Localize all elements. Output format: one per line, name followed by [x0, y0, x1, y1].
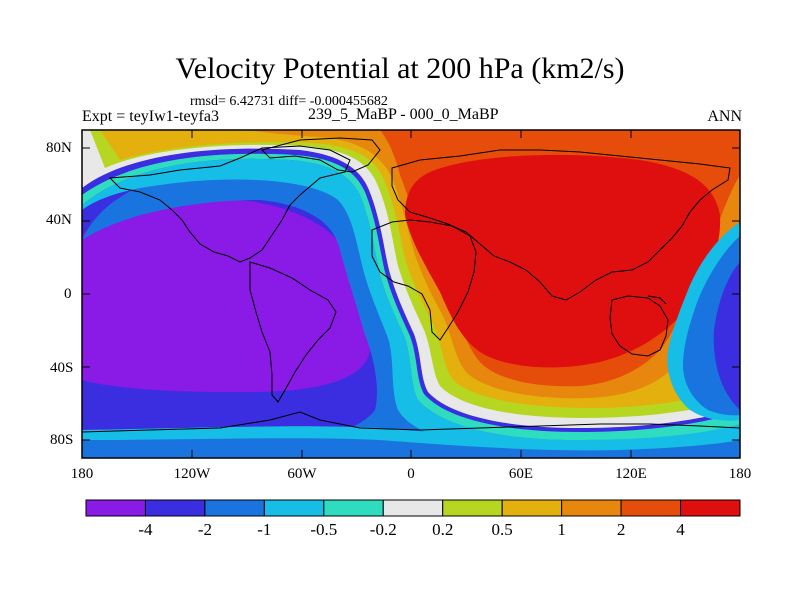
coastlines: [82, 137, 740, 433]
colorbar-swatch-4: [323, 499, 384, 517]
colorbar-label-5: 0.2: [432, 520, 454, 539]
colorbar-swatch-6: [442, 499, 503, 517]
indonesia-outline: [647, 295, 667, 305]
colorbar-swatch-2: [204, 499, 265, 517]
stats-label: rmsd= 6.42731 diff= -0.000455682: [190, 94, 388, 109]
lon-tick-180e: 180: [728, 466, 752, 482]
colorbar-swatch-10: [680, 499, 741, 517]
contour-band-neg05: [82, 158, 740, 452]
colorbar-label-1: -2: [197, 520, 212, 539]
lon-tick-120e: 120E: [615, 466, 647, 482]
colorbar-label-2: -1: [257, 520, 272, 539]
lon-tick-180w: 180: [70, 466, 94, 482]
colorbar: [85, 499, 741, 517]
lat-tick-40n: 40N: [46, 212, 72, 228]
colorbar-label-3: -0.5: [310, 520, 338, 539]
colorbar-label-0: -4: [138, 520, 153, 539]
experiment-label: Expt = teyIw1-teyfa3: [82, 108, 219, 125]
axis-ticks: [82, 130, 740, 458]
contour-band-neg4: [82, 198, 371, 393]
south-america-outline: [249, 261, 337, 403]
colorbar-swatch-8: [561, 499, 622, 517]
colorbar-swatch-0: [85, 499, 146, 517]
australia-outline: [609, 295, 669, 357]
colorbar-swatch-7: [501, 499, 563, 517]
lat-tick-40s: 40S: [50, 360, 74, 376]
colorbar-label-6: 0.5: [491, 520, 513, 539]
colorbar-label-9: 4: [676, 520, 685, 539]
lat-tick-80n: 80N: [46, 140, 72, 156]
lat-tick-0: 0: [64, 286, 72, 302]
colorbar-label-8: 2: [616, 520, 626, 539]
lat-tick-80s: 80S: [50, 432, 74, 448]
contour-band-south-neg1: [82, 438, 740, 458]
contour-fill-layer: [82, 130, 740, 458]
contour-band-neg1: [82, 167, 740, 458]
lon-tick-60w: 60W: [287, 466, 317, 482]
antarctica-outline: [82, 411, 740, 433]
colorbar-label-7: 1: [557, 520, 566, 539]
lon-tick-120w: 120W: [173, 466, 211, 482]
colorbar-swatch-9: [620, 499, 682, 517]
colorbar-label-4: -0.2: [369, 520, 397, 539]
lon-tick-60e: 60E: [508, 466, 534, 482]
contour-band-east-neg2-core: [713, 262, 740, 410]
lon-tick-0: 0: [407, 466, 415, 482]
contour-band-pos4: [405, 154, 721, 368]
greenland-outline: [261, 137, 381, 173]
colorbar-swatch-3: [263, 499, 325, 517]
season-label: ANN: [707, 108, 742, 125]
plot-title: Velocity Potential at 200 hPa (km2/s): [175, 52, 625, 85]
africa-outline: [371, 219, 477, 341]
colorbar-swatch-5: [382, 499, 444, 517]
north-america-outline: [108, 145, 351, 263]
period-label: 239_5_MaBP - 000_0_MaBP: [308, 106, 499, 123]
colorbar-swatch-1: [144, 499, 206, 517]
eurasia-outline: [391, 149, 731, 301]
